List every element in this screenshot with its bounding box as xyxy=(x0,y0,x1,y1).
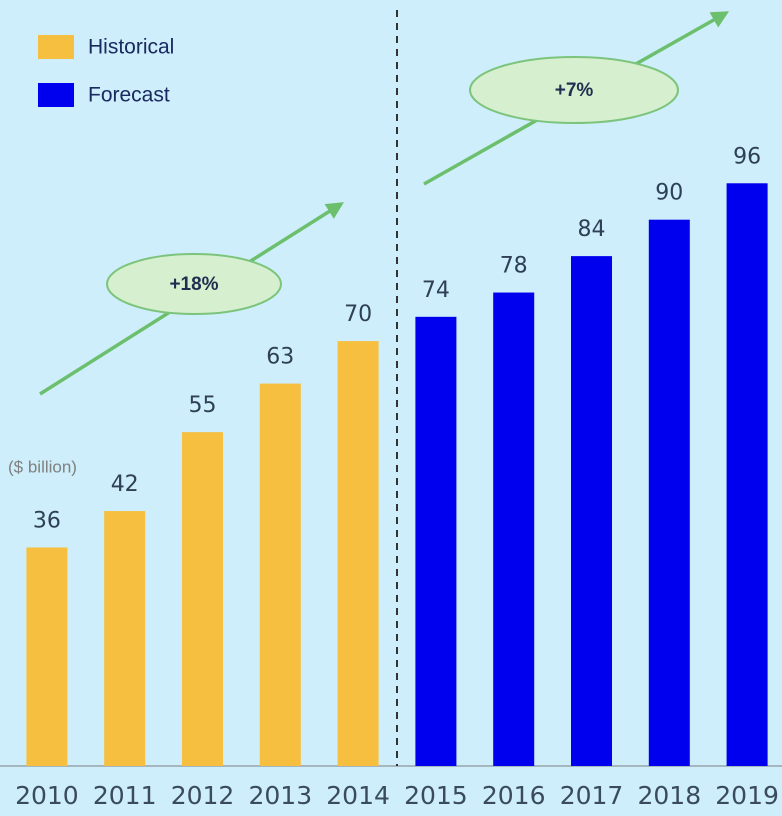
legend-label: Forecast xyxy=(88,84,170,107)
bar xyxy=(493,292,535,766)
annotation: +18% xyxy=(169,274,218,295)
legend-swatch xyxy=(38,83,74,107)
bar xyxy=(415,316,457,766)
legend-swatch xyxy=(38,35,74,59)
bar xyxy=(571,256,612,766)
bar xyxy=(182,432,223,766)
x-tick-label: 2019 xyxy=(715,781,779,810)
value-label: 55 xyxy=(189,393,217,418)
bar xyxy=(648,219,690,766)
value-label: 78 xyxy=(500,254,528,279)
value-label: 63 xyxy=(266,345,294,370)
annotation-bubble xyxy=(106,253,282,315)
x-tick-label: 2012 xyxy=(171,781,235,810)
bar xyxy=(337,341,379,766)
value-label: 70 xyxy=(344,302,372,327)
bar xyxy=(26,547,68,766)
annotation-bubble xyxy=(469,56,679,124)
x-tick-label: 2017 xyxy=(560,781,624,810)
legend-label: Historical xyxy=(88,36,174,59)
x-tick-label: 2016 xyxy=(482,781,546,810)
unit-label: ($ billion) xyxy=(8,457,77,476)
bar xyxy=(726,183,768,766)
x-tick-label: 2018 xyxy=(637,781,701,810)
bar xyxy=(104,511,146,766)
x-tick-label: 2011 xyxy=(93,781,157,810)
value-label: 36 xyxy=(33,508,61,533)
x-tick-label: 2010 xyxy=(15,781,79,810)
value-label: 84 xyxy=(578,217,606,242)
value-label: 96 xyxy=(733,144,761,169)
x-tick-label: 2013 xyxy=(248,781,312,810)
value-label: 90 xyxy=(655,181,683,206)
annotation: +7% xyxy=(555,80,594,101)
bar xyxy=(259,383,301,766)
x-tick-label: 2014 xyxy=(326,781,390,810)
value-label: 42 xyxy=(111,472,139,497)
value-label: 74 xyxy=(422,278,450,303)
x-tick-label: 2015 xyxy=(404,781,468,810)
